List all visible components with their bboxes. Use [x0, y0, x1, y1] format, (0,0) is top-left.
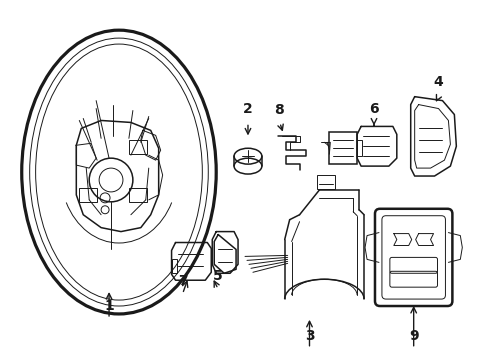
Text: 1: 1 — [104, 299, 114, 313]
Text: 6: 6 — [368, 102, 378, 116]
Bar — [356, 140, 361, 156]
Text: 9: 9 — [408, 329, 418, 343]
Text: 5: 5 — [213, 269, 223, 283]
Bar — [171, 260, 176, 273]
Text: 4: 4 — [433, 75, 443, 89]
Bar — [129, 188, 146, 202]
Text: 7: 7 — [177, 274, 187, 288]
Bar — [317, 175, 335, 189]
Text: 3: 3 — [304, 329, 314, 343]
Bar — [79, 188, 97, 202]
Text: 8: 8 — [273, 103, 283, 117]
Text: 2: 2 — [243, 103, 252, 117]
Bar — [129, 140, 146, 154]
Bar — [328, 132, 356, 164]
